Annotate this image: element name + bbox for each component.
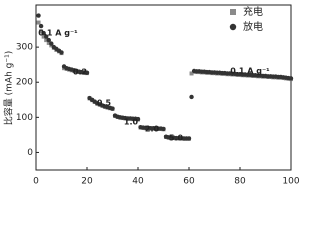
y-tick-label: 300 xyxy=(16,43,33,53)
point xyxy=(135,116,141,122)
annotation: 0.1 A g⁻¹ xyxy=(230,67,270,76)
x-tick-label: 20 xyxy=(81,177,93,187)
y-tick-label: 200 xyxy=(16,78,33,88)
annotation: 5.0 xyxy=(169,134,184,143)
point xyxy=(189,94,194,100)
point xyxy=(44,34,49,39)
annotation: 1.0 xyxy=(124,118,139,127)
point xyxy=(110,106,115,111)
y-tick-label: 0 xyxy=(27,148,33,158)
y-axis-label: 比容量 (mAh g⁻¹) xyxy=(3,51,15,125)
point xyxy=(38,23,44,29)
plot-frame xyxy=(35,4,292,171)
point xyxy=(41,34,46,39)
x-tick-label: 40 xyxy=(132,177,144,187)
point xyxy=(36,13,41,18)
point xyxy=(46,40,51,45)
legend-marker xyxy=(229,23,237,31)
point xyxy=(84,70,90,75)
y-tick-label: 100 xyxy=(16,113,33,123)
point xyxy=(186,136,192,141)
point xyxy=(44,38,49,43)
legend-label: 充电 xyxy=(243,5,263,18)
legend-label: 放电 xyxy=(243,20,263,33)
annotation: 0.5 xyxy=(97,99,112,108)
x-tick-label: 80 xyxy=(234,177,246,187)
x-tick-label: 60 xyxy=(183,177,195,187)
point xyxy=(41,30,46,36)
point xyxy=(49,41,54,46)
point xyxy=(59,50,64,55)
x-tick-label: 0 xyxy=(33,177,39,187)
x-tick-label: 100 xyxy=(282,177,299,187)
point xyxy=(161,126,166,132)
annotation: 0.1 A g⁻¹ xyxy=(38,29,78,38)
legend-marker xyxy=(230,9,236,15)
point xyxy=(288,76,294,81)
point xyxy=(46,37,51,43)
annotation: 2.0 xyxy=(145,125,160,134)
point xyxy=(189,71,194,76)
annotation: 0.2 xyxy=(73,68,87,77)
chart: 比容量 (mAh g⁻¹) 0 20 40 60 80 100 0 100 200 300 0.1 … xyxy=(3,4,300,187)
point xyxy=(39,29,44,34)
point xyxy=(36,20,41,25)
